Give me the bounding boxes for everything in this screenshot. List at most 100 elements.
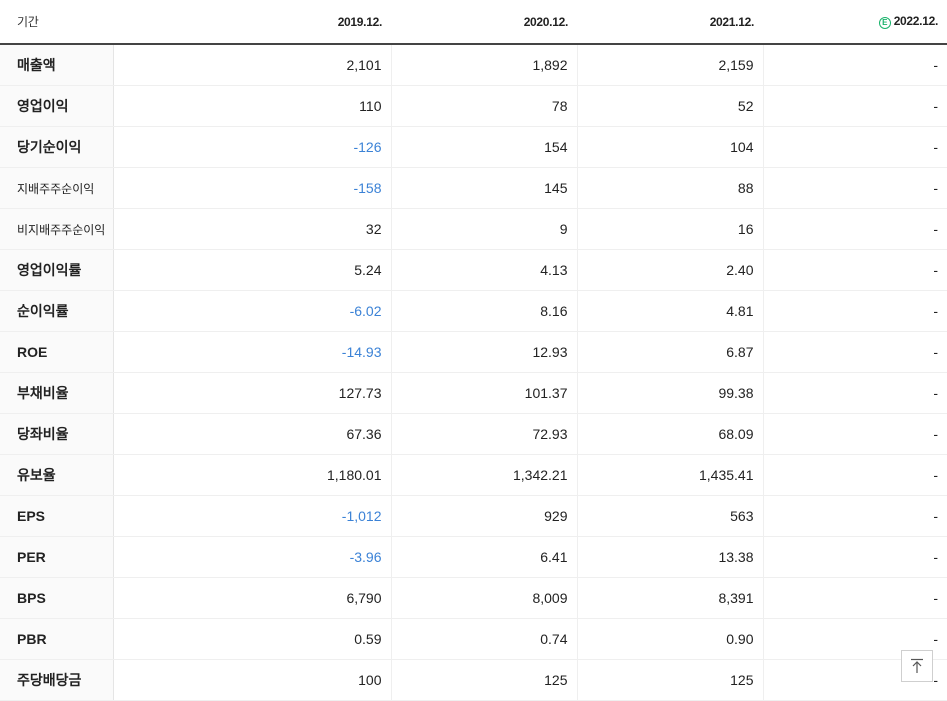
- value-cell: -: [763, 126, 947, 168]
- value-cell: 68.09: [577, 413, 764, 455]
- estimate-badge-icon: E: [878, 17, 891, 29]
- value-cell: 88: [577, 167, 764, 209]
- value-cell: -: [763, 536, 947, 578]
- value-cell: 100: [113, 659, 392, 701]
- table-row: 영업이익률 5.24 4.13 2.40-: [0, 249, 947, 291]
- value-cell: 67.36: [113, 413, 392, 455]
- value-cell: 1,342.21: [391, 454, 578, 496]
- value-cell: 6.41: [391, 536, 578, 578]
- table-row: BPS 6,790 8,009 8,391-: [0, 577, 947, 619]
- row-label: ROE: [0, 331, 114, 373]
- value-cell: 0.59: [113, 618, 392, 660]
- value-cell: 6.87: [577, 331, 764, 373]
- row-label: EPS: [0, 495, 114, 537]
- value-cell: 101.37: [391, 372, 578, 414]
- estimate-year-label: 2022.12.: [893, 14, 939, 28]
- table-row: 당기순이익 -126 154 104-: [0, 126, 947, 168]
- row-label: PER: [0, 536, 114, 578]
- value-cell: 16: [577, 208, 764, 250]
- row-label: BPS: [0, 577, 114, 619]
- value-cell: 127.73: [113, 372, 392, 414]
- value-cell: 110: [113, 85, 392, 127]
- value-cell: 12.93: [391, 331, 578, 373]
- value-cell: -1,012: [113, 495, 392, 537]
- value-cell: 125: [577, 659, 764, 701]
- value-cell: 8.16: [391, 290, 578, 332]
- row-label: 비지배주주순이익: [0, 208, 114, 250]
- value-cell: 4.13: [391, 249, 578, 291]
- row-label: 매출액: [0, 44, 114, 86]
- scroll-to-top-button[interactable]: [901, 650, 933, 682]
- row-label: 당좌비율: [0, 413, 114, 455]
- table-row: 유보율 1,180.01 1,342.21 1,435.41-: [0, 454, 947, 496]
- value-cell: 1,892: [391, 44, 578, 86]
- year-header-estimate: E 2022.12.: [763, 0, 947, 45]
- value-cell: 13.38: [577, 536, 764, 578]
- table-row: 매출액 2,101 1,892 2,159-: [0, 44, 947, 86]
- value-cell: -: [763, 577, 947, 619]
- value-cell: -126: [113, 126, 392, 168]
- value-cell: 9: [391, 208, 578, 250]
- row-label: 순이익률: [0, 290, 114, 332]
- value-cell: -14.93: [113, 331, 392, 373]
- value-cell: 929: [391, 495, 578, 537]
- row-label: 영업이익: [0, 85, 114, 127]
- value-cell: -: [763, 249, 947, 291]
- row-label: 주당배당금: [0, 659, 114, 701]
- row-label: 유보율: [0, 454, 114, 496]
- value-cell: 52: [577, 85, 764, 127]
- table-row: PER -3.96 6.41 13.38-: [0, 536, 947, 578]
- value-cell: 563: [577, 495, 764, 537]
- row-label: 당기순이익: [0, 126, 114, 168]
- value-cell: 2,159: [577, 44, 764, 86]
- table-row: ROE -14.93 12.93 6.87-: [0, 331, 947, 373]
- value-cell: 145: [391, 167, 578, 209]
- year-header: 2019.12.: [113, 0, 391, 45]
- value-cell: 0.74: [391, 618, 578, 660]
- period-header: 기간: [0, 0, 113, 45]
- table-row: 지배주주순이익 -158 145 88-: [0, 167, 947, 209]
- row-label: 지배주주순이익: [0, 167, 114, 209]
- value-cell: 4.81: [577, 290, 764, 332]
- value-cell: -: [763, 454, 947, 496]
- value-cell: -: [763, 331, 947, 373]
- year-header: 2020.12.: [391, 0, 577, 45]
- table-row: EPS -1,012 929 563-: [0, 495, 947, 537]
- value-cell: 78: [391, 85, 578, 127]
- value-cell: -: [763, 44, 947, 86]
- value-cell: 154: [391, 126, 578, 168]
- value-cell: 8,391: [577, 577, 764, 619]
- table-row: 비지배주주순이익 32 9 16-: [0, 208, 947, 250]
- value-cell: 2,101: [113, 44, 392, 86]
- value-cell: 2.40: [577, 249, 764, 291]
- table-row: PBR 0.59 0.74 0.90-: [0, 618, 947, 660]
- row-label: PBR: [0, 618, 114, 660]
- value-cell: 0.90: [577, 618, 764, 660]
- row-label: 부채비율: [0, 372, 114, 414]
- table-row: 순이익률 -6.02 8.16 4.81-: [0, 290, 947, 332]
- table-row: 부채비율 127.73 101.37 99.38-: [0, 372, 947, 414]
- value-cell: -6.02: [113, 290, 392, 332]
- value-cell: 1,435.41: [577, 454, 764, 496]
- table-row: 영업이익 110 78 52-: [0, 85, 947, 127]
- value-cell: 99.38: [577, 372, 764, 414]
- value-cell: 6,790: [113, 577, 392, 619]
- value-cell: 5.24: [113, 249, 392, 291]
- value-cell: 32: [113, 208, 392, 250]
- table-header-row: 기간 2019.12. 2020.12. 2021.12. E 2022.12.: [0, 0, 947, 45]
- table-body: 매출액 2,101 1,892 2,159- 영업이익 110 78 52- 당기순이익 -126…: [0, 44, 947, 701]
- value-cell: -3.96: [113, 536, 392, 578]
- value-cell: -: [763, 290, 947, 332]
- value-cell: 125: [391, 659, 578, 701]
- value-cell: -: [763, 85, 947, 127]
- value-cell: -: [763, 413, 947, 455]
- value-cell: -: [763, 208, 947, 250]
- value-cell: 1,180.01: [113, 454, 392, 496]
- table-row: 주당배당금 100 125 125-: [0, 659, 947, 701]
- table-row: 당좌비율 67.36 72.93 68.09-: [0, 413, 947, 455]
- row-label: 영업이익률: [0, 249, 114, 291]
- value-cell: 8,009: [391, 577, 578, 619]
- value-cell: -158: [113, 167, 392, 209]
- value-cell: 72.93: [391, 413, 578, 455]
- value-cell: -: [763, 372, 947, 414]
